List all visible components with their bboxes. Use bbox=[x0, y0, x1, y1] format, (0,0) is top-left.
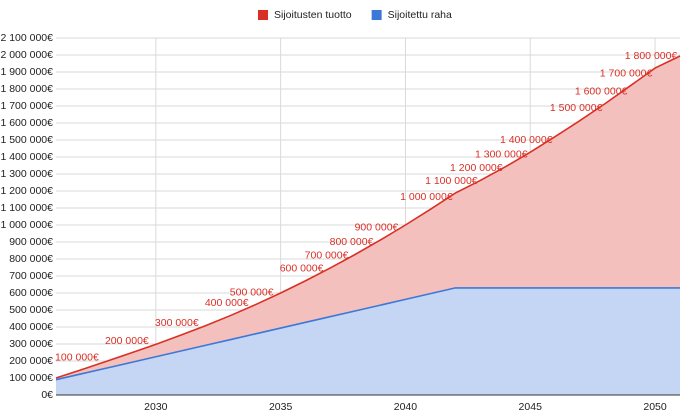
annotation: 200 000€ bbox=[105, 335, 149, 347]
y-tick-label: 100 000€ bbox=[9, 372, 53, 384]
annotation: 1 300 000€ bbox=[475, 149, 528, 161]
legend-swatch bbox=[371, 10, 382, 20]
y-tick-label: 1 000 000€ bbox=[0, 219, 53, 231]
annotation: 1 500 000€ bbox=[550, 102, 603, 114]
y-tick-label: 1 700 000€ bbox=[0, 100, 53, 112]
y-tick-label: 2 000 000€ bbox=[0, 49, 53, 61]
annotation: 300 000€ bbox=[155, 317, 199, 329]
annotation: 800 000€ bbox=[330, 236, 374, 248]
annotation: 700 000€ bbox=[305, 250, 349, 262]
annotation: 1 400 000€ bbox=[500, 134, 553, 146]
annotation: 1 700 000€ bbox=[600, 68, 653, 80]
y-tick-label: 400 000€ bbox=[9, 321, 53, 333]
y-tick-label: 1 400 000€ bbox=[0, 151, 53, 163]
x-tick-label: 2035 bbox=[269, 401, 293, 413]
annotation: 900 000€ bbox=[355, 222, 399, 234]
annotation: 500 000€ bbox=[230, 286, 274, 298]
y-tick-label: 1 200 000€ bbox=[0, 185, 53, 197]
y-tick-label: 1 600 000€ bbox=[0, 117, 53, 129]
y-tick-label: 1 500 000€ bbox=[0, 134, 53, 146]
y-tick-label: 700 000€ bbox=[9, 270, 53, 282]
y-tick-label: 800 000€ bbox=[9, 253, 53, 265]
y-tick-label: 1 100 000€ bbox=[0, 202, 53, 214]
legend-label: Sijoitettu raha bbox=[388, 9, 452, 21]
annotation: 100 000€ bbox=[55, 352, 99, 364]
y-tick-label: 1 800 000€ bbox=[0, 83, 53, 95]
annotation: 1 600 000€ bbox=[575, 85, 628, 97]
annotation: 1 200 000€ bbox=[450, 162, 503, 174]
y-tick-label: 1 300 000€ bbox=[0, 168, 53, 180]
y-tick-label: 300 000€ bbox=[9, 338, 53, 350]
y-tick-label: 500 000€ bbox=[9, 304, 53, 316]
annotation: 1 100 000€ bbox=[425, 175, 478, 187]
y-tick-label: 600 000€ bbox=[9, 287, 53, 299]
line bbox=[55, 55, 681, 379]
x-tick-label: 2030 bbox=[144, 401, 168, 413]
legend-swatch bbox=[258, 10, 268, 20]
annotation: 400 000€ bbox=[205, 297, 249, 309]
x-tick-label: 2045 bbox=[519, 401, 543, 413]
x-tick-label: 2040 bbox=[394, 401, 418, 413]
y-tick-label: 2 100 000€ bbox=[0, 32, 53, 44]
area-base bbox=[56, 287, 680, 395]
area bbox=[56, 287, 680, 395]
y-tick-label: 200 000€ bbox=[9, 355, 53, 367]
y-tick-label: 900 000€ bbox=[9, 236, 53, 248]
line bbox=[55, 287, 680, 381]
legend-label: Sijoitusten tuotto bbox=[274, 9, 352, 21]
x-tick-label: 2050 bbox=[643, 401, 667, 413]
annotation: 1 000 000€ bbox=[400, 191, 453, 203]
y-tick-label: 0€ bbox=[41, 389, 53, 401]
annotation: 1 800 000€ bbox=[625, 50, 678, 62]
y-tick-label: 1 900 000€ bbox=[0, 66, 53, 78]
annotation: 600 000€ bbox=[280, 263, 324, 275]
